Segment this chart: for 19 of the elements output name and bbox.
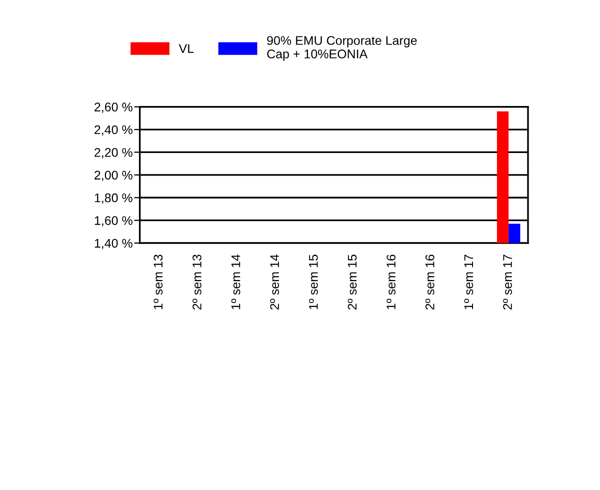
legend-label: 90% EMU Corporate Large Cap + 10%EONIA [267, 36, 417, 61]
x-tick-label: 1º sem 15 [308, 254, 318, 310]
y-tick-label: 1,60 % [94, 216, 132, 226]
x-tick-label: 1º sem 14 [231, 254, 240, 310]
x-tick-label: 2º sem 17 [503, 254, 512, 310]
y-tick-label: 2,40 % [94, 125, 132, 136]
x-tick-label: 2º sem 14 [270, 254, 280, 310]
legend-label: VL [178, 44, 194, 53]
y-tick-label: 1,40 % [94, 238, 132, 250]
y-tick-label: 1,80 % [94, 193, 132, 204]
x-tick-label: 1º sem 17 [464, 254, 474, 310]
x-tick-label: 1º sem 13 [154, 254, 163, 310]
x-tick-label: 2º sem 13 [192, 254, 202, 310]
y-tick-label: 2,00 % [94, 170, 132, 182]
x-tick-label: 2º sem 15 [348, 254, 357, 310]
y-tick-label: 2,20 % [94, 148, 132, 158]
x-tick-label: 1º sem 16 [386, 254, 396, 310]
y-tick-label: 2,60 % [94, 102, 132, 113]
x-tick-label: 2º sem 16 [425, 254, 434, 310]
